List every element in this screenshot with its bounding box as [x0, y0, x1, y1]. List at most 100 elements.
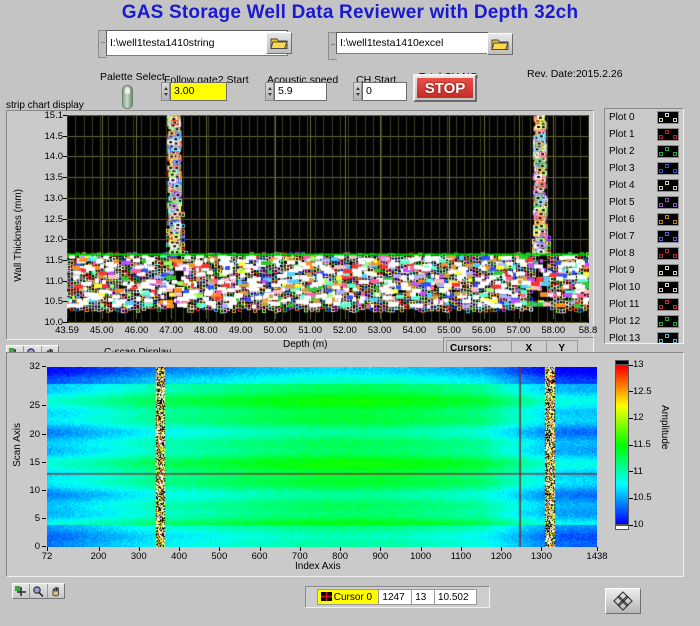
cscan-plot-area[interactable] — [47, 367, 597, 547]
cscan-cursor-spacer — [308, 589, 318, 605]
legend-item-label: Plot 13 — [609, 333, 641, 344]
follow-gate2-value[interactable]: 3.00 — [170, 82, 227, 101]
strip-chart-plot-area[interactable] — [67, 115, 589, 323]
excel-path-browse-button[interactable] — [487, 33, 513, 55]
strip-x-tick: 58.8 — [578, 325, 598, 336]
acoustic-speed-stepper[interactable]: 5.9 — [265, 82, 327, 101]
four-diamond-icon — [613, 591, 633, 611]
acoustic-speed-value[interactable]: 5.9 — [274, 82, 327, 101]
crosshair-cursor-icon-2[interactable] — [13, 584, 31, 598]
string-path-control[interactable]: ┈ I:\well1testa1410string — [98, 30, 288, 58]
strip-chart-legend[interactable]: Plot 0 Plot 1 Plot 2 Plot 3 Plot 4 Plot 5 Plot… — [604, 108, 684, 344]
legend-item-plot-7[interactable]: Plot 7 — [605, 228, 683, 245]
strip-y-tickmark — [63, 322, 67, 323]
strip-x-tickmark — [449, 319, 451, 323]
cscan-pan-button[interactable] — [605, 588, 641, 614]
cscan-y-tick: 0 — [34, 541, 40, 552]
cscan-cursor-name[interactable]: Cursor 0 — [316, 589, 380, 605]
cscan-y-tick: 10 — [29, 484, 40, 496]
legend-color-swatch[interactable] — [657, 111, 679, 124]
cscan-cursor-table[interactable]: Cursor 0 1247 13 10.502 — [305, 586, 490, 608]
legend-color-swatch[interactable] — [657, 281, 679, 294]
legend-item-plot-3[interactable]: Plot 3 — [605, 160, 683, 177]
strip-y-tickmark — [63, 218, 67, 220]
cscan-x-tick: 900 — [372, 551, 389, 562]
legend-item-plot-13[interactable]: Plot 13 — [605, 330, 683, 344]
legend-item-plot-0[interactable]: Plot 0 — [605, 109, 683, 126]
legend-color-swatch[interactable] — [657, 247, 679, 260]
follow-gate2-spinner[interactable] — [161, 82, 170, 101]
strip-y-tick: 13.0 — [44, 192, 64, 204]
strip-x-tick: 45.00 — [89, 325, 114, 336]
legend-item-plot-9[interactable]: Plot 9 — [605, 262, 683, 279]
legend-item-label: Plot 3 — [609, 163, 635, 174]
strip-y-tick: 12.5 — [44, 213, 64, 225]
cscan-cursor-scroll-spacer[interactable] — [476, 589, 487, 605]
legend-color-swatch[interactable] — [657, 230, 679, 243]
legend-item-plot-10[interactable]: Plot 10 — [605, 279, 683, 296]
cscan-panel: 0 5 10 15 20 25 32 72 200 300 400 500 600 700 800 900 1… — [6, 352, 684, 577]
cscan-x-axis-label: Index Axis — [295, 561, 341, 572]
colorbar-tick: 10.5 — [633, 492, 652, 504]
legend-color-swatch[interactable] — [657, 332, 679, 343]
string-path-browse-button[interactable] — [266, 32, 292, 54]
cursor-marker-icon-2 — [320, 591, 332, 601]
legend-color-swatch[interactable] — [657, 162, 679, 175]
strip-x-tick: 53.00 — [367, 325, 392, 336]
colorbar-tick: 12 — [633, 412, 644, 424]
ch-start-spinner[interactable] — [353, 82, 362, 101]
strip-x-tickmark — [275, 319, 277, 323]
strip-y-tickmark — [63, 239, 67, 241]
strip-x-tickmark — [136, 319, 138, 323]
follow-gate2-start-stepper[interactable]: 3.00 — [161, 82, 227, 101]
cscan-x-tickmark — [259, 547, 261, 551]
strip-y-tickmark — [63, 115, 67, 116]
legend-color-swatch[interactable] — [657, 145, 679, 158]
legend-color-swatch[interactable] — [657, 128, 679, 141]
excel-path-input[interactable]: I:\well1testa1410excel — [336, 32, 488, 54]
acoustic-speed-spinner[interactable] — [265, 82, 274, 101]
legend-item-plot-1[interactable]: Plot 1 — [605, 126, 683, 143]
ch-start-value[interactable]: 0 — [362, 82, 407, 101]
cscan-toolbar[interactable] — [12, 583, 65, 599]
legend-item-plot-12[interactable]: Plot 12 — [605, 313, 683, 330]
strip-chart-panel: 10.0 10.5 11.0 11.5 12.0 12.5 13.0 13.5 14.0 14.5… — [6, 110, 597, 350]
legend-item-label: Plot 2 — [609, 146, 635, 157]
strip-x-tick: 51.00 — [298, 325, 323, 336]
legend-item-plot-4[interactable]: Plot 4 — [605, 177, 683, 194]
legend-item-plot-2[interactable]: Plot 2 — [605, 143, 683, 160]
string-path-input[interactable]: I:\well1testa1410string — [106, 30, 288, 56]
legend-item-label: Plot 10 — [609, 282, 641, 293]
cscan-y-tick: 32 — [29, 361, 40, 372]
legend-item-label: Plot 11 — [609, 299, 640, 310]
legend-item-plot-11[interactable]: Plot 11 — [605, 296, 683, 313]
colorbar-tickmark — [629, 417, 633, 419]
legend-item-plot-5[interactable]: Plot 5 — [605, 194, 683, 211]
legend-color-swatch[interactable] — [657, 213, 679, 226]
legend-color-swatch[interactable] — [657, 298, 679, 311]
cscan-y-tickmark — [42, 405, 46, 407]
stop-button[interactable]: STOP — [413, 74, 477, 102]
cscan-x-tick: 200 — [90, 551, 107, 562]
legend-color-swatch[interactable] — [657, 315, 679, 328]
strip-x-tick: 52.00 — [332, 325, 357, 336]
legend-color-swatch[interactable] — [657, 179, 679, 192]
legend-item-label: Plot 0 — [609, 112, 635, 123]
strip-chart-y-axis-label: Wall Thickness (mm) — [13, 189, 24, 282]
legend-item-plot-8[interactable]: Plot 8 — [605, 245, 683, 262]
pan-hand-icon-2[interactable] — [48, 584, 64, 598]
ch-start-stepper[interactable]: 0 — [353, 82, 407, 101]
cursor-scroll-spacer[interactable] — [577, 340, 591, 356]
zoom-icon-2[interactable] — [30, 584, 48, 598]
excel-path-control[interactable]: ┈ I:\well1testa1410excel — [328, 32, 488, 60]
cscan-x-tickmark — [380, 547, 382, 551]
strip-x-tick: 57.00 — [506, 325, 531, 336]
palette-select-label: Palette Select — [100, 71, 165, 83]
legend-color-swatch[interactable] — [657, 196, 679, 209]
legend-item-label: Plot 8 — [609, 248, 635, 259]
cscan-y-axis-label: Scan Axis — [12, 423, 23, 467]
legend-item-plot-6[interactable]: Plot 6 — [605, 211, 683, 228]
palette-select-toggle[interactable] — [122, 85, 133, 109]
colorbar-tick: 13 — [633, 359, 644, 370]
legend-color-swatch[interactable] — [657, 264, 679, 277]
